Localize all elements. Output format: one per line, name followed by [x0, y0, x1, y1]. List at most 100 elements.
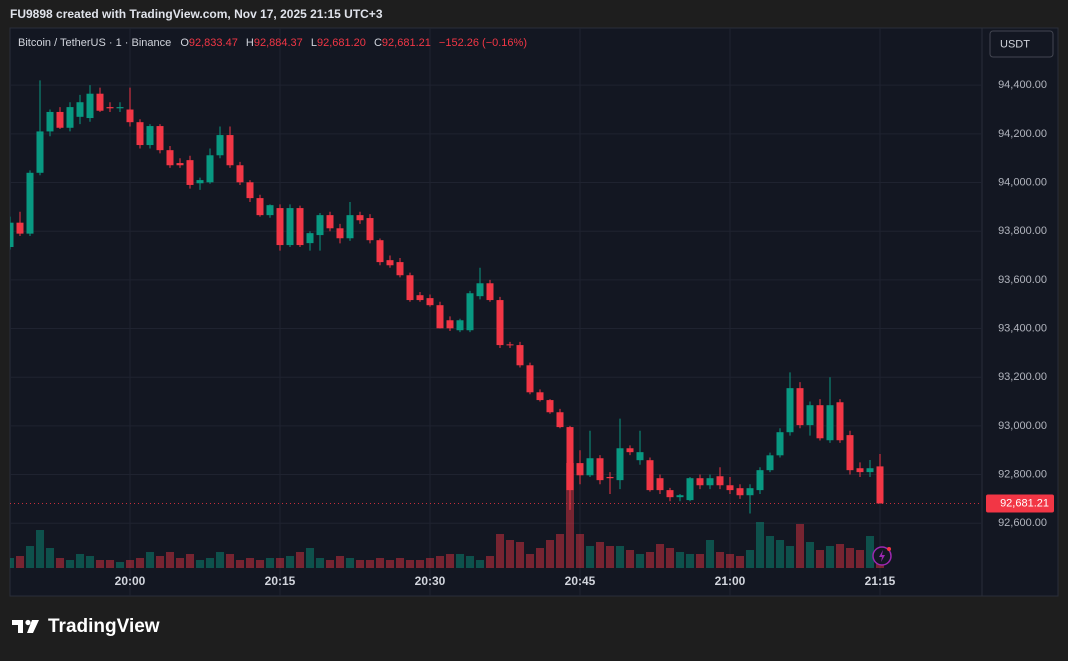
candle-body	[56, 111, 64, 128]
volume-bar	[796, 524, 804, 568]
candle-body	[86, 93, 94, 119]
candle-body	[256, 198, 264, 216]
volume-bar	[506, 540, 514, 568]
volume-bar	[606, 546, 614, 568]
candle-body	[36, 131, 44, 173]
legend: Bitcoin / TetherUS · 1 · Binance O92,833…	[18, 37, 527, 49]
candle-body	[786, 388, 794, 433]
ohlc-value: 92,681.20	[317, 37, 366, 49]
candle-body	[266, 205, 274, 216]
volume-bar	[756, 522, 764, 568]
volume-bar	[10, 558, 14, 568]
candle-body	[696, 478, 704, 486]
volume-bar	[126, 560, 134, 568]
candle-body	[626, 448, 634, 453]
volume-bar	[646, 552, 654, 568]
volume-bar	[776, 540, 784, 568]
candle-body	[646, 460, 654, 491]
volume-bar	[356, 560, 364, 568]
volume-bar	[296, 552, 304, 568]
candle-body	[466, 293, 474, 331]
candle-body	[726, 485, 734, 491]
candle-body	[516, 345, 524, 366]
volume-bar	[96, 560, 104, 568]
candle-body	[676, 495, 684, 498]
candle-body	[486, 283, 494, 301]
candle-body	[826, 405, 834, 441]
x-tick-label: 21:15	[865, 574, 896, 588]
volume-bar	[256, 560, 264, 568]
candle-body	[336, 228, 344, 239]
symbol: Bitcoin / TetherUS · 1 · Binance	[18, 37, 171, 49]
candle-body	[376, 240, 384, 263]
candle-body	[616, 448, 624, 481]
volume-bar	[636, 554, 644, 568]
candle-body	[106, 107, 114, 109]
volume-bar	[26, 546, 34, 568]
candle-body	[716, 476, 724, 486]
brand: TradingView	[48, 616, 160, 637]
ohlc-value: 92,884.37	[254, 37, 303, 49]
candle-body	[66, 107, 74, 128]
candle-body	[416, 295, 424, 301]
volume-bar	[726, 554, 734, 568]
volume-bar	[266, 558, 274, 568]
volume-bar	[326, 560, 334, 568]
candle-body	[196, 180, 204, 184]
last-price-box	[986, 494, 1054, 513]
y-tick-label: 94,400.00	[998, 79, 1047, 91]
x-tick-label: 20:15	[265, 574, 296, 588]
volume-bar	[826, 546, 834, 568]
ohlc-key: L	[311, 37, 317, 49]
ohlc-value: 92,681.21	[382, 37, 431, 49]
volume-bar	[596, 542, 604, 568]
logo-mark	[27, 620, 39, 633]
ohlc-key: H	[246, 37, 254, 49]
x-tick-label: 20:30	[415, 574, 446, 588]
volume-bar	[686, 554, 694, 568]
ohlc-key: C	[374, 37, 382, 49]
candle-body	[296, 208, 304, 246]
volume-bar	[736, 556, 744, 568]
candle-body	[546, 400, 554, 413]
candle-body	[16, 222, 24, 234]
candle-body	[666, 490, 674, 498]
candle-body	[76, 102, 84, 117]
volume-bar	[626, 550, 634, 568]
candle-body	[116, 107, 124, 109]
candle-body	[286, 208, 294, 246]
candle-body	[746, 488, 754, 496]
candle-body	[436, 305, 444, 329]
alert-dot[interactable]	[887, 547, 891, 551]
ohlc-key: O	[180, 37, 189, 49]
candle-body	[246, 182, 254, 199]
alert-icon[interactable]	[872, 546, 892, 566]
y-tick-label: 94,000.00	[998, 176, 1047, 188]
candle-body	[46, 111, 54, 132]
x-tick-label: 20:00	[115, 574, 146, 588]
volume-bar	[186, 554, 194, 568]
y-tick-label: 92,800.00	[998, 468, 1047, 480]
currency-button[interactable]: USDT	[989, 30, 1054, 58]
volume-bar	[226, 554, 234, 568]
candle-body	[276, 208, 284, 246]
volume-bar	[346, 558, 354, 568]
volume-bar	[556, 534, 564, 568]
volume-bar	[786, 546, 794, 568]
volume-bar	[516, 542, 524, 568]
currency-button-box[interactable]	[989, 30, 1054, 58]
volume-bar	[666, 548, 674, 568]
volume-bar	[456, 554, 464, 568]
volume-bar	[696, 554, 704, 568]
volume-bar	[286, 556, 294, 568]
candle-body	[686, 478, 694, 501]
currency[interactable]: USDT	[1000, 38, 1030, 50]
x-tick-label: 20:45	[565, 574, 596, 588]
chart-pane	[9, 27, 1059, 597]
volume-bar	[56, 558, 64, 568]
volume-bar	[416, 560, 424, 568]
volume-bar	[466, 556, 474, 568]
volume-bar	[386, 560, 394, 568]
candle-body	[346, 215, 354, 239]
alert-bolt[interactable]	[879, 550, 885, 562]
